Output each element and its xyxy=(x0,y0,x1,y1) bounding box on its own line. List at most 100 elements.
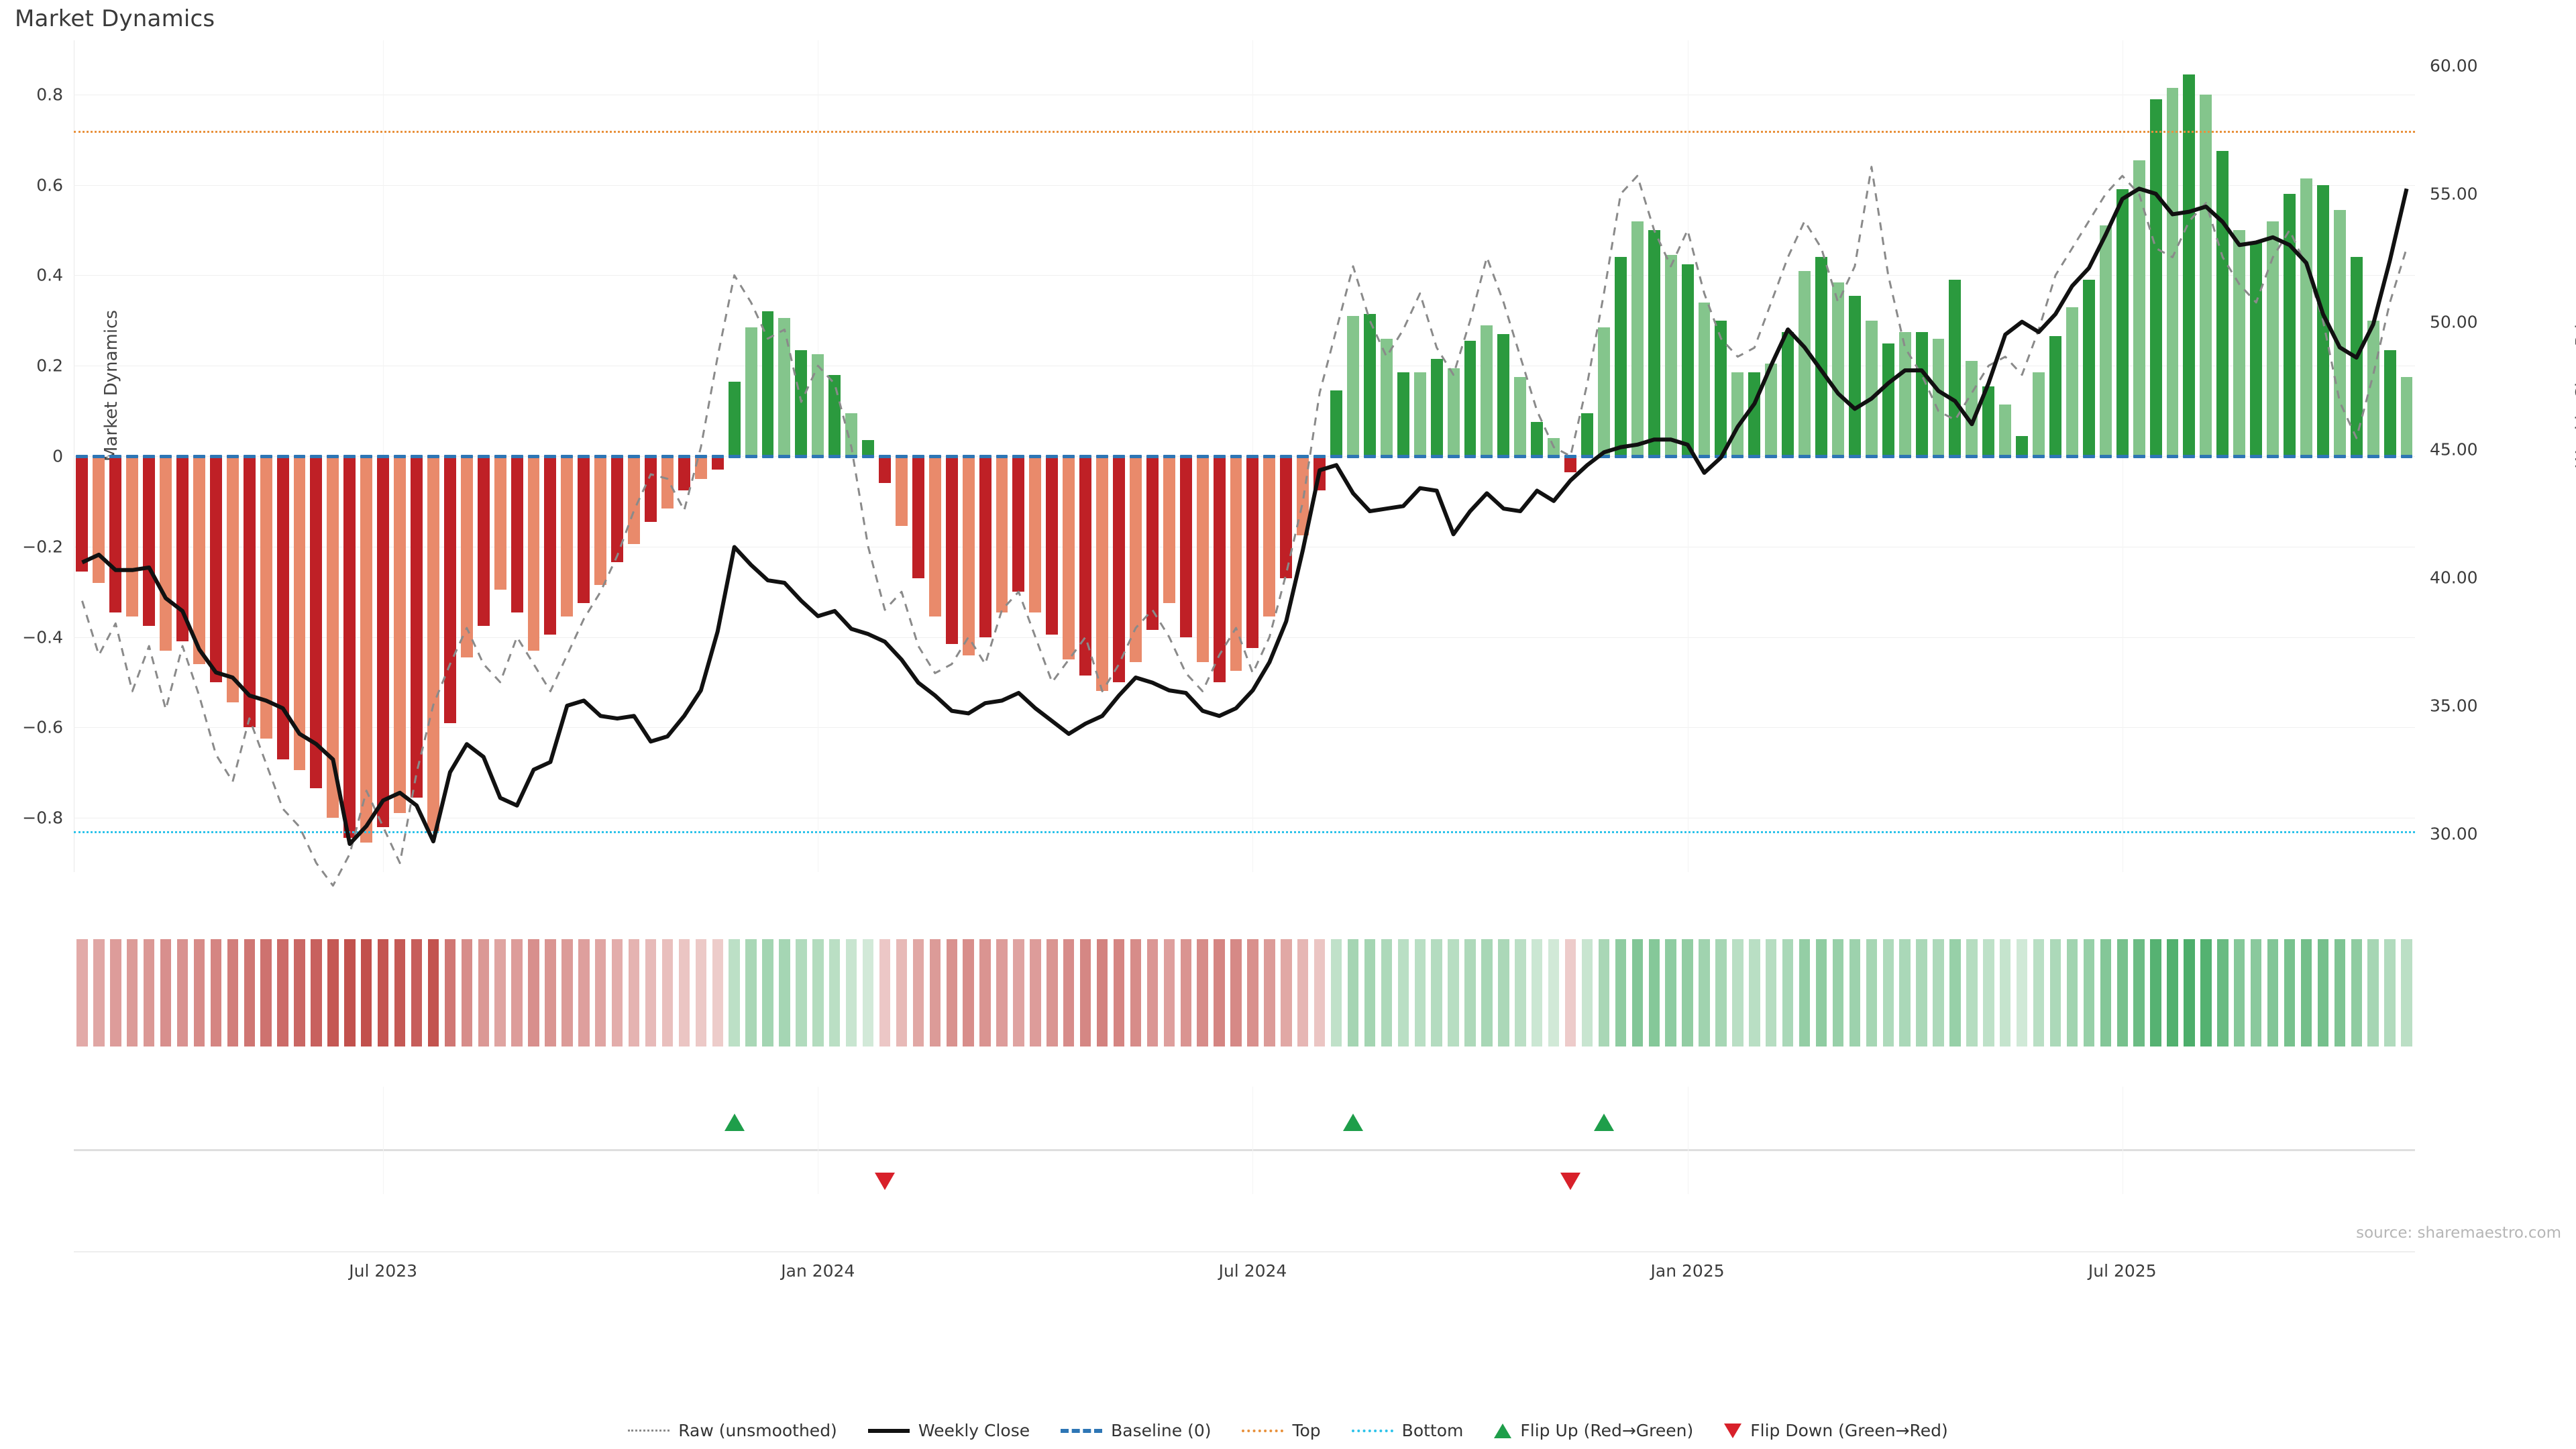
source-attribution: source: sharemaestro.com xyxy=(2356,1224,2561,1242)
heatmap-cell xyxy=(2184,939,2195,1046)
baseline-dash xyxy=(2116,455,2129,458)
flip-down-marker xyxy=(1560,1173,1581,1190)
dynamics-bar xyxy=(1681,264,1694,456)
baseline-dash xyxy=(494,455,506,458)
dynamics-bar xyxy=(1799,270,1811,456)
baseline-dash xyxy=(661,455,674,458)
legend-label: Top xyxy=(1292,1421,1321,1440)
legend-label: Flip Down (Green→Red) xyxy=(1750,1421,1948,1440)
y-tick-left: −0.8 xyxy=(22,808,63,828)
baseline-dash xyxy=(2016,455,2029,458)
dynamics-bar xyxy=(812,354,824,456)
dynamics-bar xyxy=(1213,456,1226,682)
top-reference-line xyxy=(74,130,2415,133)
heatmap-cell xyxy=(1799,939,1811,1046)
heatmap-cell xyxy=(1281,939,1292,1046)
weekly-close-line xyxy=(81,186,2409,847)
legend-item[interactable]: Top xyxy=(1242,1421,1321,1440)
baseline-dash xyxy=(2149,455,2162,458)
baseline-dash xyxy=(2350,455,2363,458)
heatmap-cell xyxy=(1648,939,1660,1046)
heatmap-cell xyxy=(829,939,841,1046)
baseline-dash xyxy=(460,455,473,458)
dynamics-bar xyxy=(1330,390,1343,456)
dynamics-bar xyxy=(1029,456,1042,612)
baseline-dash xyxy=(1799,455,1811,458)
heatmap-cell xyxy=(1532,939,1543,1046)
x-tick-label: Jul 2024 xyxy=(1218,1261,1287,1281)
dynamics-bar xyxy=(1581,413,1593,456)
baseline-dash xyxy=(1380,455,1393,458)
heatmap-cell xyxy=(2049,939,2061,1046)
baseline-dash xyxy=(628,455,641,458)
heatmap-cell xyxy=(2250,939,2262,1046)
dynamics-bar xyxy=(511,456,523,612)
heatmap-cell xyxy=(1431,939,1442,1046)
dynamics-bar xyxy=(1280,456,1293,578)
baseline-dash xyxy=(360,455,373,458)
heatmap-cell xyxy=(227,939,239,1046)
heatmap-cell xyxy=(427,939,439,1046)
legend-item[interactable]: Raw (unsmoothed) xyxy=(628,1421,837,1440)
dynamics-bar xyxy=(1230,456,1242,672)
heatmap-cell xyxy=(661,939,674,1046)
dynamics-bar xyxy=(795,350,808,456)
baseline-dash xyxy=(1213,455,1226,458)
heatmap-cell xyxy=(1163,939,1175,1046)
heatmap-cell xyxy=(1448,939,1459,1046)
legend-item[interactable]: Weekly Close xyxy=(867,1421,1030,1440)
baseline-dash xyxy=(1782,455,1794,458)
baseline-dash xyxy=(1949,455,1962,458)
heatmap-cell xyxy=(2016,939,2028,1046)
dynamics-bar xyxy=(2367,320,2379,456)
dynamics-bar xyxy=(745,327,757,456)
heatmap-cell xyxy=(411,939,423,1046)
legend-item[interactable]: Bottom xyxy=(1351,1421,1463,1440)
dynamics-bar xyxy=(1263,456,1276,617)
dynamics-bar xyxy=(1012,456,1025,592)
heatmap-cell xyxy=(762,939,773,1046)
baseline-dash xyxy=(343,455,356,458)
flip-down-marker xyxy=(875,1173,896,1190)
heatmap-cell xyxy=(796,939,807,1046)
heatmap-cell xyxy=(678,939,690,1046)
heatmap-cell xyxy=(461,939,473,1046)
baseline-dash xyxy=(1548,455,1560,458)
baseline-dash xyxy=(1481,455,1493,458)
dynamics-bar xyxy=(1347,316,1359,456)
legend-item[interactable]: Baseline (0) xyxy=(1061,1421,1211,1440)
baseline-dash xyxy=(2367,455,2379,458)
dynamics-bar xyxy=(862,440,875,456)
baseline-dash xyxy=(2284,455,2296,458)
dynamics-bar xyxy=(1882,343,1894,456)
heatmap-cell xyxy=(1481,939,1493,1046)
baseline-dash xyxy=(2082,455,2095,458)
baseline-dash xyxy=(1146,455,1159,458)
heatmap-cell xyxy=(879,939,891,1046)
flip-up-marker xyxy=(724,1114,745,1131)
baseline-dash xyxy=(126,455,139,458)
baseline-dash xyxy=(928,455,941,458)
heatmap-cell xyxy=(1214,939,1225,1046)
dynamics-bar xyxy=(1380,338,1393,456)
dynamics-bar xyxy=(1430,359,1443,456)
legend-item[interactable]: Flip Down (Green→Red) xyxy=(1724,1421,1948,1440)
dynamics-bar xyxy=(2116,189,2129,456)
heatmap-cell xyxy=(327,939,339,1046)
heatmap-cell xyxy=(2150,939,2161,1046)
y-axis-right-label: Weekly Close Price xyxy=(2573,303,2576,468)
heatmap-cell xyxy=(561,939,573,1046)
dynamics-bar xyxy=(1898,331,1911,456)
dynamics-bar xyxy=(1146,456,1159,631)
baseline-dash xyxy=(1648,455,1660,458)
baseline-dash xyxy=(1915,455,1928,458)
heatmap-cell xyxy=(946,939,957,1046)
baseline-dash xyxy=(2216,455,2229,458)
dynamics-bar xyxy=(93,456,105,583)
dynamics-bar xyxy=(1915,331,1928,456)
heatmap-cell xyxy=(1699,939,1710,1046)
legend-item[interactable]: Flip Up (Red→Green) xyxy=(1494,1421,1693,1440)
dynamics-bar xyxy=(343,456,356,839)
baseline-dash xyxy=(1464,455,1477,458)
heatmap-cell xyxy=(294,939,305,1046)
